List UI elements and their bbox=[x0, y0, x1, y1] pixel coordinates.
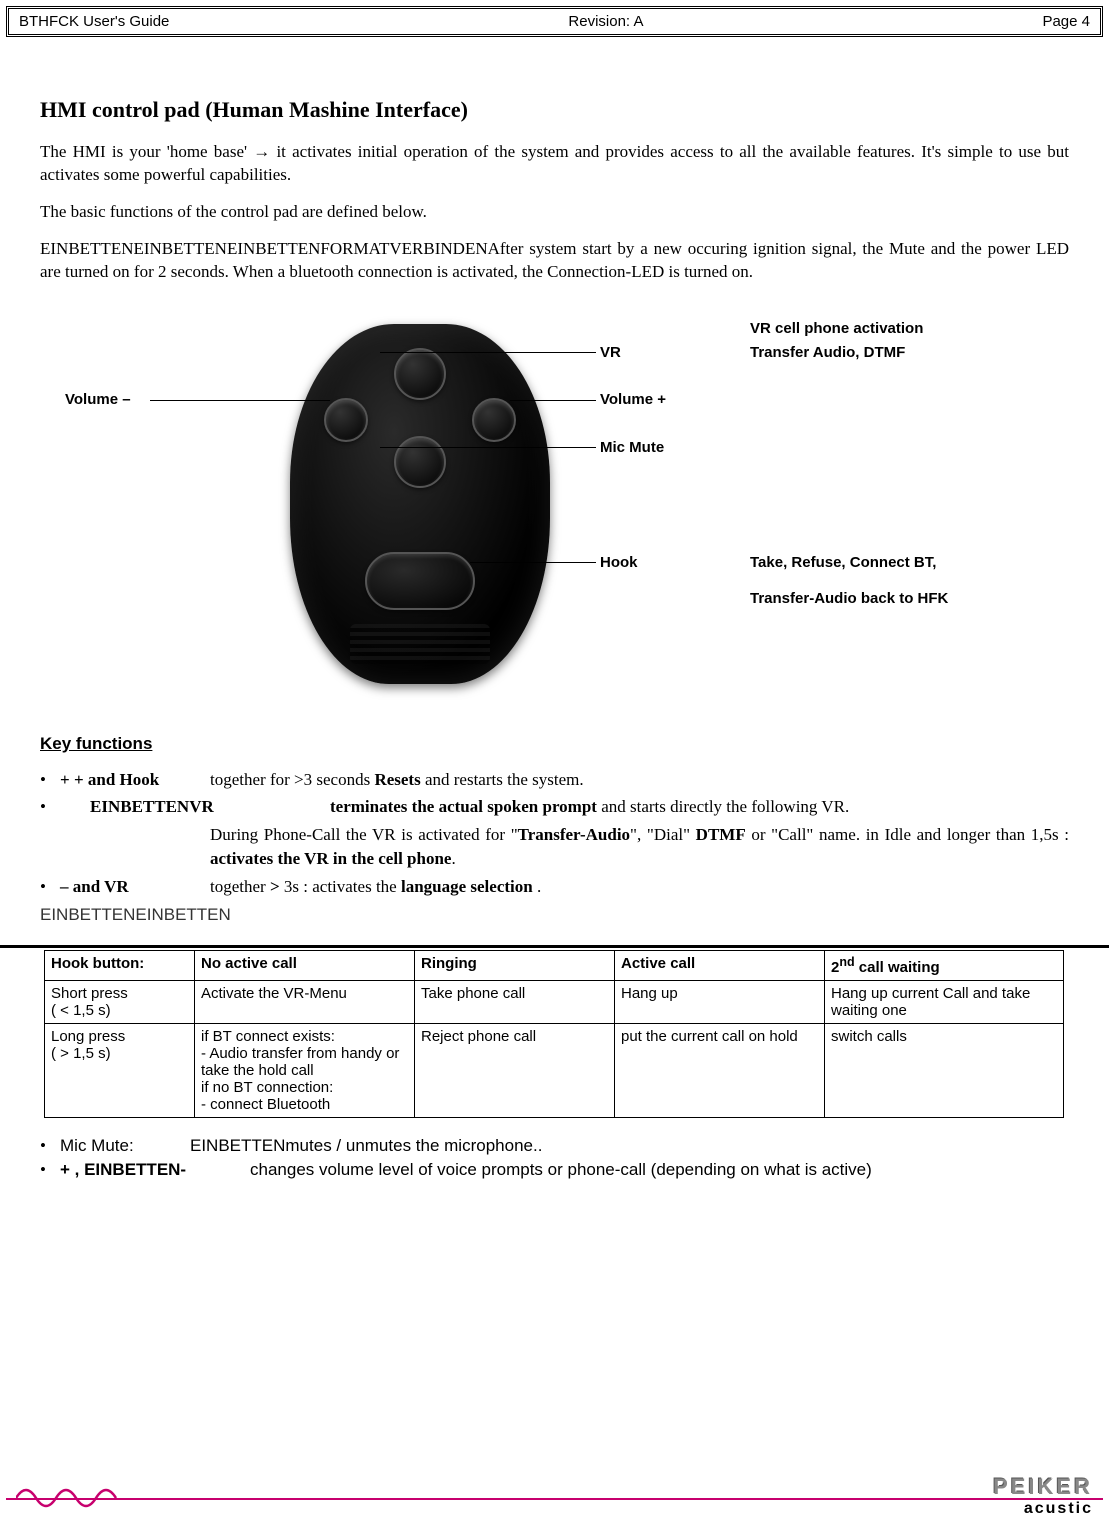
post-volume: • + , EINBETTEN- changes volume level of… bbox=[40, 1160, 1069, 1180]
table-header-1: No active call bbox=[195, 950, 415, 980]
kf-plus-hook-key: + and Hook bbox=[74, 770, 159, 789]
label-volume-plus: Volume + bbox=[600, 391, 666, 408]
desc-hook-line1: Take, Refuse, Connect BT, bbox=[750, 554, 936, 571]
leader-volume-minus bbox=[150, 400, 330, 401]
intro-paragraph-3: EINBETTENEINBETTENEINBETTENFORMATVERBIND… bbox=[40, 238, 1069, 284]
kf-vr-sub-e: or "Call" name. in Idle and longer than … bbox=[746, 825, 1069, 844]
footer-line bbox=[6, 1498, 1103, 1500]
kf-vr-sub-g: . bbox=[451, 849, 455, 868]
header-left: BTHFCK User's Guide bbox=[19, 13, 169, 30]
table-cell: switch calls bbox=[825, 1023, 1064, 1117]
kf-plus-hook: • + + and Hook together for >3 seconds R… bbox=[40, 768, 1069, 792]
th4-b: call waiting bbox=[855, 959, 940, 976]
device-vr-button bbox=[394, 348, 446, 400]
table-cell: Short press ( < 1,5 s) bbox=[45, 980, 195, 1023]
page-header: BTHFCK User's Guide Revision: A Page 4 bbox=[6, 6, 1103, 37]
table-cell: Long press ( > 1,5 s) bbox=[45, 1023, 195, 1117]
table-row: Short press ( < 1,5 s) Activate the VR-M… bbox=[45, 980, 1064, 1023]
label-volume-minus: Volume – bbox=[65, 391, 131, 408]
table-cell: Hang up bbox=[615, 980, 825, 1023]
table-cell: put the current call on hold bbox=[615, 1023, 825, 1117]
brand-peiker: PEIKER bbox=[993, 1474, 1093, 1500]
post-mic-desc: EINBETTENmutes / unmutes the microphone.… bbox=[190, 1136, 542, 1156]
table-cell: Reject phone call bbox=[415, 1023, 615, 1117]
th4-sup: nd bbox=[839, 955, 854, 969]
kf-minus-vr-key: – and VR bbox=[60, 877, 129, 896]
embed-text: EINBETTENEINBETTEN bbox=[40, 905, 1069, 925]
table-header-row: Hook button: No active call Ringing Acti… bbox=[45, 950, 1064, 980]
label-mic-mute: Mic Mute bbox=[600, 439, 664, 456]
table-header-2: Ringing bbox=[415, 950, 615, 980]
desc-vr-line2: Transfer Audio, DTMF bbox=[750, 344, 905, 361]
page-title: HMI control pad (Human Mashine Interface… bbox=[40, 97, 1069, 123]
table-cell: Activate the VR-Menu bbox=[195, 980, 415, 1023]
desc-vr-line1: VR cell phone activation bbox=[750, 320, 923, 337]
page-footer: PEIKER acustic bbox=[6, 1468, 1103, 1528]
kf-vr-key: EINBETTENVR bbox=[90, 797, 214, 816]
device-body bbox=[290, 324, 550, 684]
post-table-list: • Mic Mute: EINBETTENmutes / unmutes the… bbox=[40, 1136, 1069, 1180]
brand-acustic: acustic bbox=[993, 1500, 1093, 1518]
kf-plus-hook-desc-b: Resets bbox=[374, 770, 420, 789]
horizontal-rule bbox=[0, 945, 1109, 948]
page-content: HMI control pad (Human Mashine Interface… bbox=[0, 37, 1109, 945]
hook-button-table: Hook button: No active call Ringing Acti… bbox=[44, 950, 1064, 1118]
kf-plus-hook-desc-c: and restarts the system. bbox=[421, 770, 584, 789]
kf-vr-sub-c: ", "Dial" bbox=[630, 825, 696, 844]
desc-hook-line2: Transfer-Audio back to HFK bbox=[750, 590, 948, 607]
table-header-3: Active call bbox=[615, 950, 825, 980]
post-vol-key: + , EINBETTEN- bbox=[60, 1160, 186, 1179]
kf-plus-hook-desc-a: together for >3 seconds bbox=[210, 770, 374, 789]
kf-vr: • EINBETTENVR terminates the actual spok… bbox=[40, 795, 1069, 819]
kf-vr-sub-a: During Phone-Call the VR is activated fo… bbox=[210, 825, 518, 844]
table-cell: Hang up current Call and take waiting on… bbox=[825, 980, 1064, 1023]
table-cell: Take phone call bbox=[415, 980, 615, 1023]
kf-minus-vr-a: together bbox=[210, 877, 270, 896]
control-pad-diagram: Volume – VR Volume + Mic Mute Hook VR ce… bbox=[40, 304, 1069, 724]
kf-vr-sub: During Phone-Call the VR is activated fo… bbox=[40, 823, 1069, 871]
kf-vr-desc-tail: and starts directly the following VR. bbox=[597, 797, 849, 816]
header-center: Revision: A bbox=[568, 13, 643, 30]
label-hook: Hook bbox=[600, 554, 638, 571]
table-row: Long press ( > 1,5 s) if BT connect exis… bbox=[45, 1023, 1064, 1117]
device-volume-minus-button bbox=[324, 398, 368, 442]
table-header-4: 2nd call waiting bbox=[825, 950, 1064, 980]
key-functions-title: Key functions bbox=[40, 734, 1069, 754]
kf-vr-sub-b: Transfer-Audio bbox=[518, 825, 630, 844]
device-mute-button bbox=[394, 436, 446, 488]
post-mic-key: Mic Mute: bbox=[60, 1136, 190, 1156]
post-vol-desc: changes volume level of voice prompts or… bbox=[250, 1160, 872, 1180]
key-functions-list: • + + and Hook together for >3 seconds R… bbox=[40, 768, 1069, 899]
leader-vr bbox=[380, 352, 596, 353]
device-hook-button bbox=[365, 552, 475, 610]
kf-minus-vr-c: 3s : activates the bbox=[280, 877, 401, 896]
table-header-0: Hook button: bbox=[45, 950, 195, 980]
kf-vr-sub-d: DTMF bbox=[696, 825, 746, 844]
label-vr: VR bbox=[600, 344, 621, 361]
kf-minus-vr: • – and VR together > 3s : activates the… bbox=[40, 875, 1069, 899]
device-volume-plus-button bbox=[472, 398, 516, 442]
header-right: Page 4 bbox=[1042, 13, 1090, 30]
kf-minus-vr-b: > bbox=[270, 877, 280, 896]
kf-vr-sub-f: activates the VR in the cell phone bbox=[210, 849, 451, 868]
post-mic-mute: • Mic Mute: EINBETTENmutes / unmutes the… bbox=[40, 1136, 1069, 1156]
intro-paragraph-1: The HMI is your 'home base' → it activat… bbox=[40, 141, 1069, 187]
footer-logo: PEIKER acustic bbox=[993, 1474, 1093, 1518]
device-speaker-vent bbox=[350, 624, 490, 664]
table-cell: if BT connect exists: - Audio transfer f… bbox=[195, 1023, 415, 1117]
leader-volume-plus bbox=[510, 400, 596, 401]
kf-vr-desc-bold: terminates the actual spoken prompt bbox=[330, 797, 597, 816]
kf-minus-vr-d: language selection bbox=[401, 877, 533, 896]
intro-paragraph-2: The basic functions of the control pad a… bbox=[40, 201, 1069, 224]
kf-minus-vr-e: . bbox=[533, 877, 542, 896]
leader-mic-mute bbox=[380, 447, 596, 448]
leader-hook bbox=[470, 562, 596, 563]
